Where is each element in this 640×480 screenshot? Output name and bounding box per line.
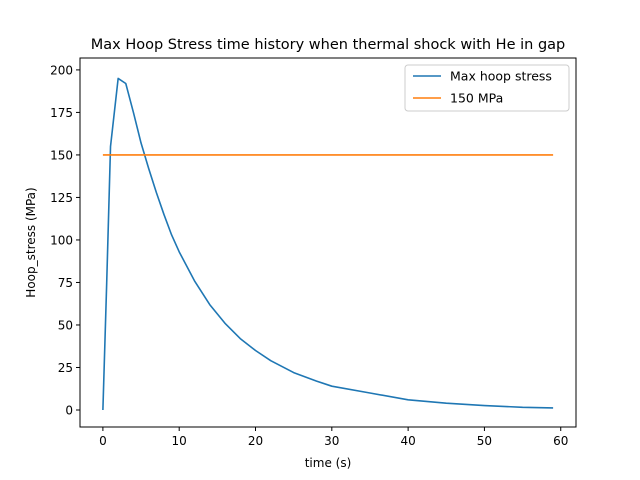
y-axis-label: Hoop_stress (MPa)	[24, 187, 38, 297]
x-tick-label: 40	[400, 434, 415, 448]
chart-title: Max Hoop Stress time history when therma…	[91, 37, 566, 53]
y-tick-label: 100	[50, 233, 73, 247]
y-tick-label: 75	[58, 276, 73, 290]
y-tick-label: 200	[50, 63, 73, 77]
x-tick-label: 60	[553, 434, 568, 448]
series-line-0	[102, 77, 554, 411]
y-tick-label: 150	[50, 148, 73, 162]
y-tick-label: 0	[65, 403, 73, 417]
y-tick-label: 175	[50, 106, 73, 120]
legend-label-1: 150 MPa	[450, 91, 503, 106]
legend-box	[404, 64, 570, 112]
plot-area: 0 10 20 30 40 50 60 0 25 50 75 100 125 150 175 200	[50, 57, 577, 448]
x-tick-label: 30	[324, 434, 339, 448]
plot-frame	[79, 57, 577, 428]
y-tick-label: 125	[50, 191, 73, 205]
x-tick-label: 50	[477, 434, 492, 448]
x-tick-label: 10	[172, 434, 187, 448]
x-tick-label: 20	[248, 434, 263, 448]
legend: Max hoop stress 150 MPa	[404, 64, 570, 112]
y-tick-label: 50	[58, 318, 73, 332]
x-axis-label: time (s)	[305, 456, 352, 470]
y-tick-label: 25	[58, 361, 73, 375]
legend-label-0: Max hoop stress	[450, 69, 552, 84]
x-tick-label: 0	[99, 434, 107, 448]
